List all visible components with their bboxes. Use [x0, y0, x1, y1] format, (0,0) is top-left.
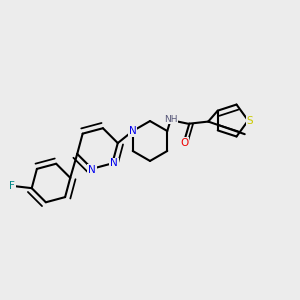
- Text: N: N: [88, 165, 96, 175]
- Text: NH: NH: [164, 115, 177, 124]
- Text: O: O: [180, 138, 188, 148]
- Text: N: N: [110, 158, 118, 168]
- Text: N: N: [129, 126, 136, 136]
- Text: S: S: [247, 116, 253, 125]
- Text: F: F: [9, 181, 15, 191]
